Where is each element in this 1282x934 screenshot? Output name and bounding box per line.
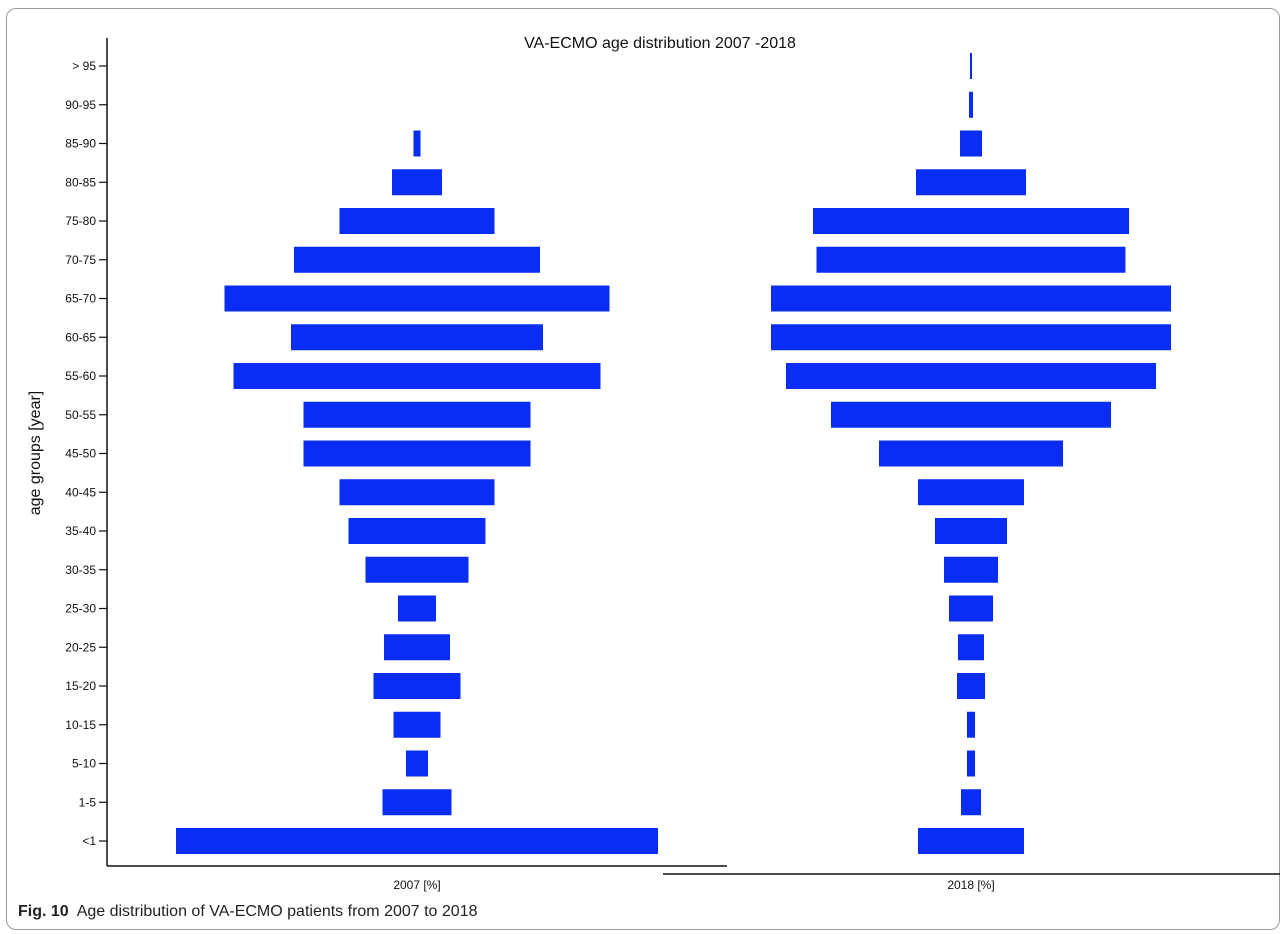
bar-2007 [233,363,601,389]
bar-2007 [392,169,442,196]
caption-text: Age distribution of VA-ECMO patients fro… [76,903,478,920]
bar-2018 [771,324,1171,351]
x-axis-label-2007: 2007 [%] [393,878,440,892]
x-axis-label-2018: 2018 [%] [947,878,994,892]
y-tick-label: 20-25 [65,640,96,654]
bar-2018 [967,750,975,777]
y-tick-label: 1-5 [79,795,97,809]
y-tick-label: 30-35 [65,563,96,577]
y-tick-label: 25-30 [65,602,96,616]
bar-2007 [413,130,421,157]
y-tick-label: 60-65 [65,330,96,344]
bar-2007 [224,285,610,312]
bar-2007 [291,324,543,351]
y-axis-label: age groups [year] [27,391,44,516]
bar-2007 [339,479,495,506]
y-tick-label: 70-75 [65,253,96,267]
bar-2007 [348,518,486,544]
y-tick-label: 35-40 [65,524,96,538]
bar-2018 [879,440,1063,467]
y-tick-label: 40-45 [65,485,96,499]
bar-2018 [960,130,982,157]
axes [106,38,1280,875]
y-tick-label: 75-80 [65,214,96,228]
y-tick-label: > 95 [72,59,96,73]
bar-2007 [393,711,441,738]
bar-2018 [916,169,1026,196]
bar-2018 [944,556,998,583]
figure-frame [6,8,1280,930]
y-ticks: <1 1-5 5-10 10-15 15-20 20-25 25-30 30-35 35-40 4… [65,59,107,848]
y-tick-label: <1 [82,834,96,848]
bar-2018 [961,789,981,816]
bar-2007 [384,634,450,661]
y-tick-label: 90-95 [65,98,96,112]
bar-2007 [339,208,495,234]
bar-2018 [813,208,1129,234]
bar-2007 [382,789,452,816]
bars [176,53,1171,854]
bar-2007 [303,401,531,428]
bar-2018 [816,246,1126,273]
y-tick-label: 15-20 [65,679,96,693]
bar-2007 [303,440,531,467]
figure-caption: Fig. 10 Age distribution of VA-ECMO patie… [18,903,478,921]
bar-2018 [771,285,1171,312]
y-tick-label: 10-15 [65,718,96,732]
bar-2007 [406,750,428,777]
y-tick-label: 45-50 [65,447,96,461]
y-tick-label: 85-90 [65,137,96,151]
y-tick-label: 65-70 [65,292,96,306]
bar-2007 [365,556,469,583]
y-tick-label: 55-60 [65,369,96,383]
bar-2018 [970,53,972,79]
bar-2018 [918,828,1024,854]
chart-title: VA-ECMO age distribution 2007 -2018 [524,35,796,52]
bar-2007 [294,246,540,273]
bar-2018 [958,634,984,661]
bar-2018 [935,518,1007,544]
y-tick-label: 5-10 [72,757,96,771]
bar-2018 [967,711,975,738]
bar-2018 [831,401,1111,428]
bar-2018 [918,479,1024,506]
bar-2018 [957,673,985,699]
bar-2018 [969,91,973,118]
bar-2007 [373,673,461,699]
bar-2018 [786,363,1156,389]
bar-2018 [949,595,993,622]
caption-label: Fig. 10 [18,903,69,920]
y-tick-label: 50-55 [65,408,96,422]
bar-2007 [176,828,658,854]
bar-2007 [398,595,436,622]
y-tick-label: 80-85 [65,175,96,189]
